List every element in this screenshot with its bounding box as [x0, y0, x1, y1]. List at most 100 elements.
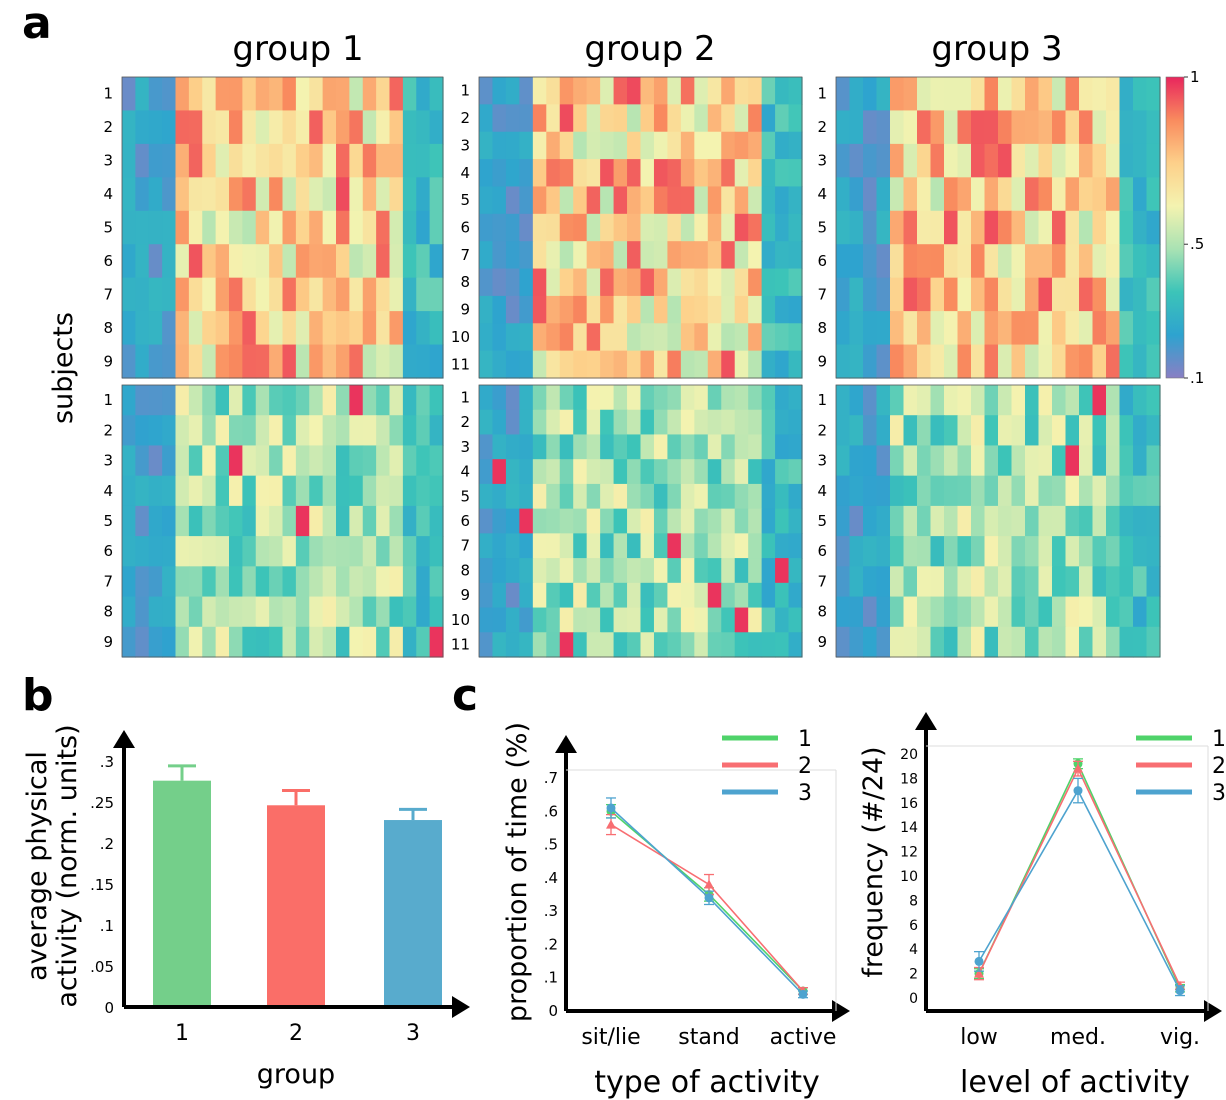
- heatmap-cell: [560, 583, 574, 608]
- heatmap-cell: [863, 476, 877, 507]
- heatmap-cell: [1133, 110, 1147, 144]
- heatmap-cell: [349, 476, 363, 507]
- heatmap-cell: [189, 278, 203, 312]
- heatmap-cell: [430, 311, 444, 345]
- heatmap-cell: [229, 311, 243, 345]
- heatmap-cell: [430, 144, 444, 178]
- series-line-2: [979, 769, 1180, 986]
- heatmap-cell: [269, 144, 283, 178]
- heatmap-cell: [403, 144, 417, 178]
- heatmap-cell: [122, 144, 136, 178]
- heatmap-cell: [349, 597, 363, 628]
- heatmap-cell: [269, 211, 283, 245]
- heatmap-cell: [614, 351, 628, 379]
- heatmap-cell: [363, 77, 377, 111]
- heatmap-cell: [641, 509, 655, 534]
- heatmap-cell: [122, 566, 136, 597]
- heatmap-cell: [283, 311, 297, 345]
- heatmap-cell: [667, 159, 681, 187]
- heatmap-cell: [1039, 476, 1053, 507]
- heatmap-cell: [162, 244, 176, 278]
- heatmap-cell: [242, 536, 256, 567]
- heatmap-cell: [376, 177, 390, 211]
- heatmap-cell: [748, 132, 762, 160]
- heatmap-cell: [789, 159, 803, 187]
- heatmap-cell: [944, 385, 958, 416]
- heatmap-cell: [202, 244, 216, 278]
- heatmap-cell: [998, 311, 1012, 345]
- heatmap-cell: [985, 506, 999, 537]
- heatmap-cell: [430, 278, 444, 312]
- panel-letter-c: c: [452, 670, 478, 721]
- heatmap-cell: [614, 608, 628, 633]
- heatmap-cell: [519, 104, 533, 132]
- heatmap-cell: [403, 244, 417, 278]
- heatmap-cell: [721, 132, 735, 160]
- heatmap-cell: [1120, 177, 1134, 211]
- heatmap-cell: [789, 434, 803, 459]
- heatmap-cell: [573, 186, 587, 214]
- heatmap-cell: [641, 583, 655, 608]
- heatmap-cell: [836, 345, 850, 379]
- heatmap-cell: [1093, 177, 1107, 211]
- y-axis-label: proportion of time (%): [502, 722, 533, 1022]
- heatmap-cell: [506, 410, 520, 435]
- heatmap-cell: [349, 627, 363, 658]
- heatmap-cell: [850, 506, 864, 537]
- heatmap-cell: [376, 244, 390, 278]
- heatmap-cell: [1012, 566, 1026, 597]
- x-tick-label: stand: [678, 1025, 739, 1050]
- heatmap-cell: [708, 296, 722, 324]
- heatmap-cell: [336, 627, 350, 658]
- heatmap-cell: [149, 177, 163, 211]
- bar-group3: [384, 820, 442, 1007]
- heatmap-cell: [189, 177, 203, 211]
- heatmap-cell: [135, 415, 149, 446]
- heatmap-cell: [479, 159, 493, 187]
- heatmap-cell: [877, 144, 891, 178]
- bar-chart: 1 2 30.05.1.15.2.25.3groupaverage physical…: [22, 724, 470, 1090]
- heatmap-cell: [149, 445, 163, 476]
- heatmap-cell: [789, 459, 803, 484]
- heatmap-cell: [1039, 566, 1053, 597]
- heatmap-cell: [479, 132, 493, 160]
- heatmap-cell: [430, 627, 444, 658]
- heatmap-cell: [323, 627, 337, 658]
- y-tick-label: 6: [909, 918, 918, 934]
- heatmap-cell: [216, 385, 230, 416]
- heatmap-cell: [931, 345, 945, 379]
- y-tick-label: .3: [100, 753, 114, 771]
- heatmap-cell: [573, 583, 587, 608]
- y-tick-label: .6: [544, 802, 558, 820]
- heatmap-cell: [189, 536, 203, 567]
- heatmap-cell: [202, 415, 216, 446]
- row-label: 2: [103, 421, 113, 439]
- heatmap-cell: [176, 278, 190, 312]
- heatmap-cell: [506, 323, 520, 351]
- heatmap-cell: [363, 506, 377, 537]
- heatmap-cell: [283, 144, 297, 178]
- heatmap-cell: [681, 104, 695, 132]
- heatmap-cell: [789, 558, 803, 583]
- heatmap-cell: [323, 415, 337, 446]
- heatmap-cell: [654, 459, 668, 484]
- heatmap-cell: [573, 632, 587, 657]
- heatmap-cell: [748, 434, 762, 459]
- heatmap-cell: [533, 632, 547, 657]
- heatmap-cell: [850, 144, 864, 178]
- heatmap-cell: [519, 484, 533, 509]
- heatmap-cell: [708, 434, 722, 459]
- heatmap-cell: [492, 77, 506, 105]
- heatmap-cell: [641, 296, 655, 324]
- heatmap-cell: [748, 241, 762, 269]
- heatmap-cell: [176, 144, 190, 178]
- heatmap-cell: [998, 177, 1012, 211]
- heatmap-cell: [587, 132, 601, 160]
- heatmap-cell: [917, 476, 931, 507]
- heatmap-cell: [694, 351, 708, 379]
- heatmap-cell: [1106, 476, 1120, 507]
- legend-label: 1: [798, 727, 812, 752]
- heatmap-cell: [735, 269, 749, 297]
- heatmap-cell: [349, 110, 363, 144]
- heatmap-cell: [376, 627, 390, 658]
